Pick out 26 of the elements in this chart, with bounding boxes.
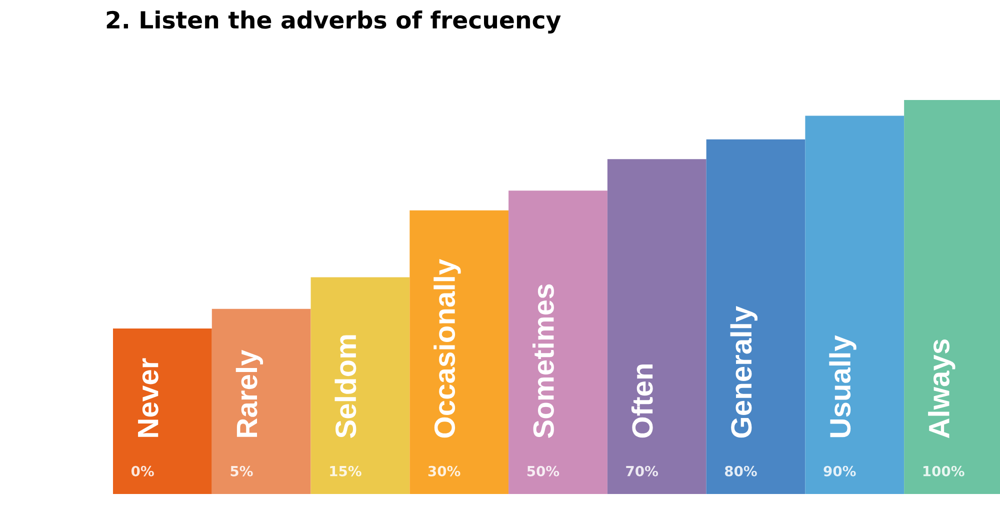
x-tick-label: Always xyxy=(928,340,956,438)
bar xyxy=(310,277,410,494)
annotation: 0% xyxy=(131,466,154,476)
bar xyxy=(410,210,509,494)
annotation: 80% xyxy=(724,466,757,476)
x-tick-label: Rarely xyxy=(236,350,264,437)
bar xyxy=(212,308,311,494)
bar xyxy=(508,190,608,494)
annotation: 90% xyxy=(824,466,856,476)
annotation: 5% xyxy=(230,466,253,476)
chart-title: 2. Listen the adverbs of frecuency xyxy=(106,10,561,34)
annotation: 50% xyxy=(527,466,560,476)
annotation: 30% xyxy=(428,466,460,476)
bar xyxy=(607,159,706,494)
x-tick-label: Occasionally xyxy=(434,259,461,438)
x-tick-label: Sometimes xyxy=(532,284,554,438)
x-tick-label: Often xyxy=(631,364,653,438)
bar xyxy=(706,139,806,494)
bar xyxy=(113,328,212,494)
x-tick-label: Usually xyxy=(829,335,856,438)
x-tick-label: Generally xyxy=(730,306,758,438)
annotation: 15% xyxy=(330,466,362,476)
x-tick-label: Never xyxy=(138,358,158,437)
annotation: 70% xyxy=(626,466,658,476)
x-tick-label: Seldom xyxy=(334,335,356,438)
annotation: 100% xyxy=(923,466,964,476)
